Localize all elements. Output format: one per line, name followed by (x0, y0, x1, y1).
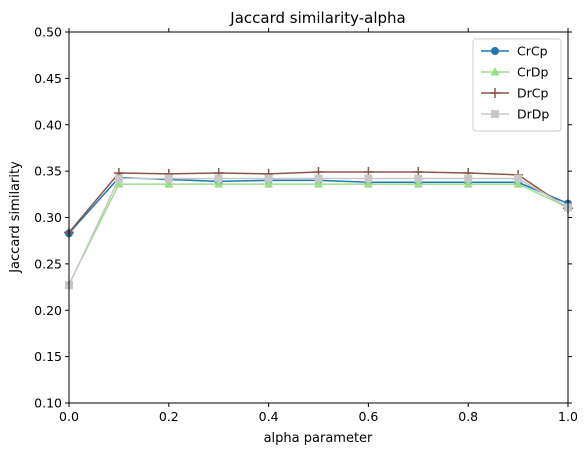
series-line (68, 183, 569, 285)
data-point (264, 174, 273, 183)
data-point (264, 179, 274, 188)
x-tick-label: 0.8 (458, 409, 478, 424)
series-line (68, 177, 569, 286)
y-axis-label: Jaccard similarity (8, 161, 23, 274)
series-crdp (64, 179, 573, 288)
y-tick-label: 0.15 (34, 349, 62, 364)
series-layer (64, 167, 573, 290)
y-tick-label: 0.40 (34, 117, 62, 132)
data-point (363, 179, 373, 188)
x-tick-label: 1.0 (558, 409, 578, 424)
x-tick-label: 0.2 (159, 409, 179, 424)
data-point (464, 174, 473, 183)
y-tick-label: 0.50 (34, 25, 62, 40)
legend-label: DrDp (517, 107, 549, 122)
data-point (164, 179, 174, 188)
data-point (114, 174, 123, 183)
data-point (314, 174, 323, 183)
legend-marker (490, 67, 500, 76)
data-point (164, 174, 173, 183)
data-point (514, 174, 523, 183)
data-point (114, 179, 124, 188)
data-point (463, 179, 473, 188)
data-point (364, 174, 373, 183)
legend-label: DrCp (517, 86, 548, 101)
x-tick-label: 0.0 (59, 409, 79, 424)
data-point (414, 174, 423, 183)
data-point (314, 179, 323, 188)
ticks-layer: 0.0 0.2 0.4 0.6 0.8 1.0 0.10 0.15 0.20 0.25 0.30 0.… (34, 25, 578, 425)
data-point (214, 174, 223, 183)
chart-title: Jaccard similarity-alpha (229, 9, 405, 27)
y-tick-label: 0.35 (34, 164, 62, 179)
data-point (413, 179, 423, 188)
x-axis-label: alpha parameter (264, 431, 373, 446)
data-point (214, 179, 224, 188)
series-drdp (65, 174, 572, 290)
legend-marker (491, 110, 499, 118)
legend-marker (491, 47, 499, 55)
legend-box (472, 38, 562, 132)
data-point (513, 179, 523, 188)
y-tick-label: 0.10 (34, 396, 62, 411)
x-tick-label: 0.6 (358, 409, 378, 424)
legend-label: CrDp (517, 65, 548, 80)
y-tick-label: 0.30 (34, 210, 62, 225)
legend-label: CrCp (517, 44, 548, 59)
x-tick-label: 0.4 (259, 409, 279, 424)
y-tick-label: 0.20 (34, 303, 62, 318)
legend-marker (490, 88, 500, 98)
y-tick-label: 0.45 (34, 71, 62, 86)
y-tick-label: 0.25 (34, 256, 62, 271)
legend: CrCp CrDp DrCp DrDp (472, 38, 562, 132)
